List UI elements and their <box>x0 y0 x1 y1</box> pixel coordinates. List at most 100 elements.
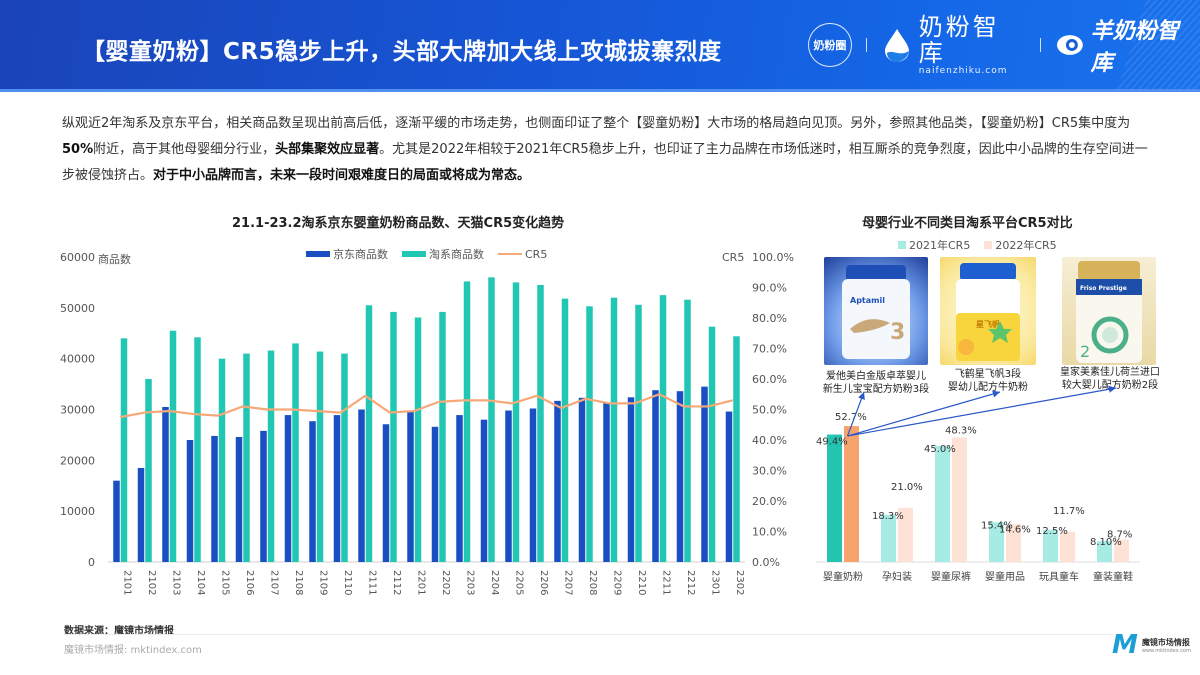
x-tick-label: 2109 <box>317 570 328 595</box>
header-banner: 【婴童奶粉】CR5稳步上升，头部大牌加大线上攻城拔寨烈度 奶粉圈 奶粉智库 na… <box>0 0 1200 92</box>
taoxi-bar <box>218 358 226 562</box>
footer-divider <box>64 634 1114 635</box>
logo-divider <box>865 38 867 52</box>
taoxi-bar <box>267 350 275 562</box>
jd-bar <box>382 424 390 562</box>
right-chart-title: 母婴行业不同类目淘系平台CR5对比 <box>862 216 1073 231</box>
jd-bar <box>407 410 414 562</box>
left-y-tick: 40000 <box>60 353 95 366</box>
taoxi-swatch <box>402 251 426 257</box>
taoxi-bar <box>439 311 446 562</box>
legend-cr5: CR5 <box>498 248 547 261</box>
feihe-product-image: 星飞帆 <box>940 257 1036 365</box>
taoxi-bar <box>414 317 422 562</box>
naifenzhiku-logo: 奶粉智库 naifenzhiku.com <box>918 12 1008 76</box>
taoxi-bar <box>659 295 667 562</box>
svg-text:星飞帆: 星飞帆 <box>976 319 1000 329</box>
jd-bar <box>284 415 292 562</box>
svg-text:100.0%: 100.0% <box>752 251 794 264</box>
x-tick-label: 2101 <box>121 570 132 595</box>
svg-text:10.0%: 10.0% <box>752 526 787 539</box>
x-tick-label: 2205 <box>513 570 524 595</box>
x-tick-label: 2105 <box>219 570 230 595</box>
taoxi-bar <box>561 298 569 562</box>
jd-bar <box>505 410 512 562</box>
naifenquan-logo: 奶粉圈 <box>808 23 852 67</box>
jd-bar <box>554 400 561 562</box>
logo-divider <box>1039 38 1041 52</box>
swatch-2022 <box>984 241 993 249</box>
jd-bar <box>113 480 120 562</box>
legend-jd: 京东商品数 <box>306 246 388 262</box>
jd-bar <box>235 436 243 562</box>
svg-text:60.0%: 60.0% <box>752 373 787 386</box>
svg-text:90.0%: 90.0% <box>752 282 787 295</box>
jd-bar <box>162 406 169 562</box>
right-y-unit: CR5 <box>722 251 745 264</box>
taoxi-bar <box>463 281 471 562</box>
svg-text:60000: 60000 <box>60 251 95 264</box>
jd-bar <box>456 415 463 562</box>
x-tick-label: 2204 <box>489 570 500 595</box>
svg-text:Aptamil: Aptamil <box>850 296 885 305</box>
left-y-tick: 50000 <box>60 302 95 315</box>
x-tick-label: 2203 <box>464 570 475 595</box>
svg-text:2: 2 <box>1080 342 1090 361</box>
aptamil-caption: 爱他美白金版卓萃婴儿 新生儿宝宝配方奶粉3段 <box>822 371 930 395</box>
x-tick-label: 2201 <box>415 570 426 595</box>
x-tick-label: 2112 <box>391 570 402 595</box>
taoxi-bar <box>586 306 593 562</box>
svg-text:40.0%: 40.0% <box>752 434 787 447</box>
x-tick-label: 2206 <box>538 570 549 595</box>
x-tick-label: 2208 <box>587 570 598 595</box>
intro-paragraph: 纵观近2年淘系及京东平台，相关商品数呈现出前高后低，逐渐平缓的市场走势，也侧面印… <box>62 116 1148 183</box>
taoxi-bar <box>635 304 642 562</box>
taoxi-bar <box>292 343 299 562</box>
x-tick-label: 2212 <box>685 570 696 595</box>
jd-bar <box>725 411 733 562</box>
taoxi-bar <box>488 277 495 562</box>
taoxi-bar <box>243 353 250 562</box>
x-tick-label: 2110 <box>342 570 353 595</box>
swatch-2021 <box>898 241 906 249</box>
milk-drop-icon <box>881 27 913 63</box>
x-tick-label: 2207 <box>562 570 573 595</box>
highlight-conclusion: 对于中小品牌而言，未来一段时间艰难度日的局面或将成为常态。 <box>153 168 531 183</box>
x-tick-label: 2102 <box>146 570 157 595</box>
x-tick-label: 2211 <box>660 570 671 595</box>
x-tick-label: 2111 <box>366 570 377 595</box>
mktindex-m-icon: M <box>1112 630 1138 660</box>
svg-text:3: 3 <box>890 320 905 345</box>
mktindex-logo: M 魔镜市场情报 www.mktindex.com <box>1112 630 1191 660</box>
x-tick-label: 2301 <box>709 570 720 595</box>
jd-bar <box>529 408 537 562</box>
left-y-tick: 20000 <box>60 454 95 467</box>
taoxi-bar <box>733 336 740 562</box>
taoxi-bar <box>120 338 128 562</box>
site-url: 魔镜市场情报: mktindex.com <box>64 645 202 656</box>
x-tick-label: 2103 <box>170 570 181 595</box>
taoxi-bar <box>145 379 152 562</box>
svg-text:Friso Prestige: Friso Prestige <box>1080 285 1127 292</box>
jd-bar <box>578 397 586 562</box>
x-tick-label: 2210 <box>636 570 647 595</box>
taoxi-bar <box>610 297 618 562</box>
x-tick-label: 2104 <box>195 570 206 595</box>
left-chart-title: 21.1-23.2淘系京东婴童奶粉商品数、天猫CR5变化趋势 <box>232 216 565 231</box>
jd-bar <box>701 386 708 562</box>
x-tick-label: 2107 <box>268 570 279 595</box>
jd-bar <box>333 415 341 562</box>
x-tick-label: 2106 <box>244 570 255 595</box>
aptamil-product-image: Aptamil 3 <box>824 257 928 365</box>
left-chart-legend: 京东商品数 淘系商品数 CR5 <box>306 246 561 262</box>
x-tick-label: 2302 <box>734 570 745 595</box>
taoxi-bar <box>512 282 520 562</box>
jd-bar <box>309 421 316 562</box>
x-tick-label: 2108 <box>293 570 304 595</box>
taoxi-bar <box>684 299 691 562</box>
legend-taoxi: 淘系商品数 <box>402 246 484 262</box>
left-y-tick: 10000 <box>60 505 95 518</box>
jd-swatch <box>306 251 330 257</box>
